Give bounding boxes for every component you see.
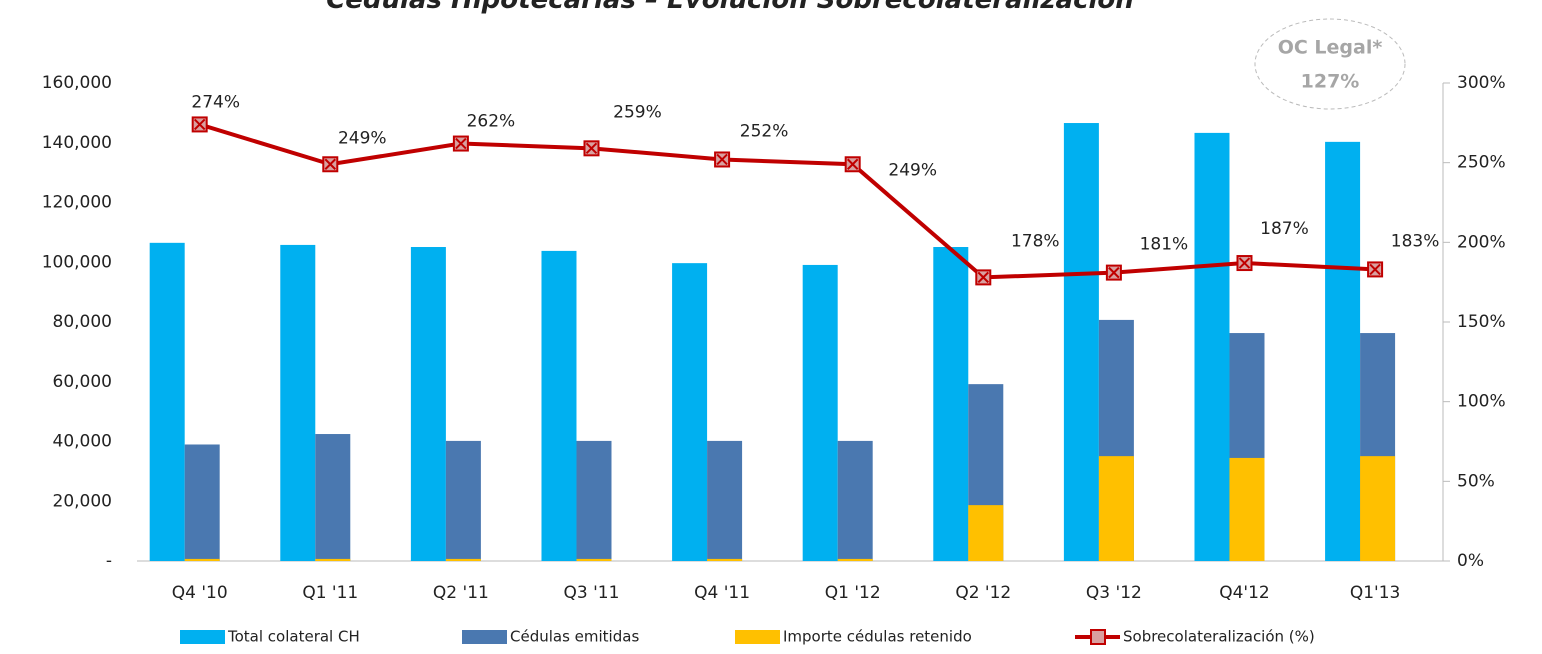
bar [315,434,351,561]
y2-tick-label: 50% [1457,471,1495,491]
bar [1229,457,1265,561]
bar [933,247,969,562]
bar [184,444,220,561]
bar [1360,456,1396,561]
line-marker-cross [716,153,728,166]
x-tick-label: Q1 '11 [302,583,358,603]
bar [672,263,708,561]
y-tick-label: 120,000 [42,193,112,213]
y-tick-label: 160,000 [42,73,112,93]
y-tick-label: 40,000 [53,432,112,452]
bar [184,558,220,561]
bar [280,244,316,562]
legend-label: Sobrecolateralización (%) [1123,628,1315,646]
bar [968,505,1004,561]
legend-swatch [180,630,225,644]
legend-swatch [735,630,780,644]
bar [1098,456,1134,561]
x-tick-label: Q3 '12 [1086,583,1142,603]
legend-swatch [462,630,507,644]
bar [576,558,612,561]
data-label: 178% [1011,231,1060,251]
bar [541,250,577,561]
legend-label: Cédulas emitidas [510,628,639,646]
line-marker-cross [977,271,989,284]
bar [707,558,743,561]
legend-marker [1090,629,1106,645]
x-tick-label: Q4 '11 [694,583,750,603]
bar [315,558,351,561]
bar [802,264,838,561]
y-tick-label: 100,000 [42,252,112,272]
bar [837,440,873,561]
x-tick-label: Q2 '11 [433,583,489,603]
bar [1063,123,1099,561]
data-label: 259% [613,102,662,122]
y2-tick-label: 0% [1457,551,1484,571]
annotation: 127% [1301,71,1360,93]
data-label: 181% [1140,235,1189,255]
data-label: 187% [1260,219,1309,239]
line-marker-cross [193,118,206,131]
x-tick-label: Q4'12 [1219,583,1270,603]
y-tick-label: 80,000 [53,312,112,332]
data-label: 183% [1391,231,1440,251]
data-label: 262% [467,112,516,132]
x-tick-label: Q4 '10 [172,583,228,603]
x-tick-label: Q1'13 [1350,583,1401,603]
y2-tick-label: 150% [1457,312,1506,332]
line-marker-cross [1238,257,1251,269]
line-marker-cross [324,158,336,170]
data-label: 249% [338,128,387,148]
legend-label: Total colateral CH [227,628,360,646]
y-tick-label: 20,000 [53,491,112,511]
y2-tick-label: 300% [1457,73,1506,93]
annotation-bubble [1254,18,1406,110]
x-tick-label: Q3 '11 [564,583,620,603]
bar [445,440,481,561]
y-tick-label: - [106,551,112,571]
x-tick-label: Q1 '12 [825,583,881,603]
chart-title: Cédulas Hipotecarias – Evolución Sobreco… [326,0,1134,15]
line-marker-cross [585,142,598,155]
y-tick-label: 140,000 [42,133,112,153]
y2-tick-label: 250% [1457,153,1506,173]
y2-tick-label: 100% [1457,392,1506,412]
bar [149,242,185,562]
data-label: 249% [888,160,937,180]
data-label: 252% [740,121,789,141]
x-tick-label: Q2 '12 [955,583,1011,603]
data-label: 274% [191,92,240,112]
bar [1325,141,1361,561]
legend-label: Importe cédulas retenido [783,628,972,646]
bar [837,558,873,561]
line-marker-cross [455,137,467,150]
bar [576,440,612,561]
line [199,122,1376,280]
annotation: OC Legal* [1278,37,1383,59]
bar [410,247,446,562]
line-marker-cross [1108,266,1120,279]
y-tick-label: 60,000 [53,372,112,392]
line-marker-cross [1369,263,1381,276]
line-marker-cross [846,158,859,170]
y2-tick-label: 200% [1457,232,1506,252]
bar [707,440,743,561]
bar [1194,132,1230,562]
bar [445,558,481,561]
